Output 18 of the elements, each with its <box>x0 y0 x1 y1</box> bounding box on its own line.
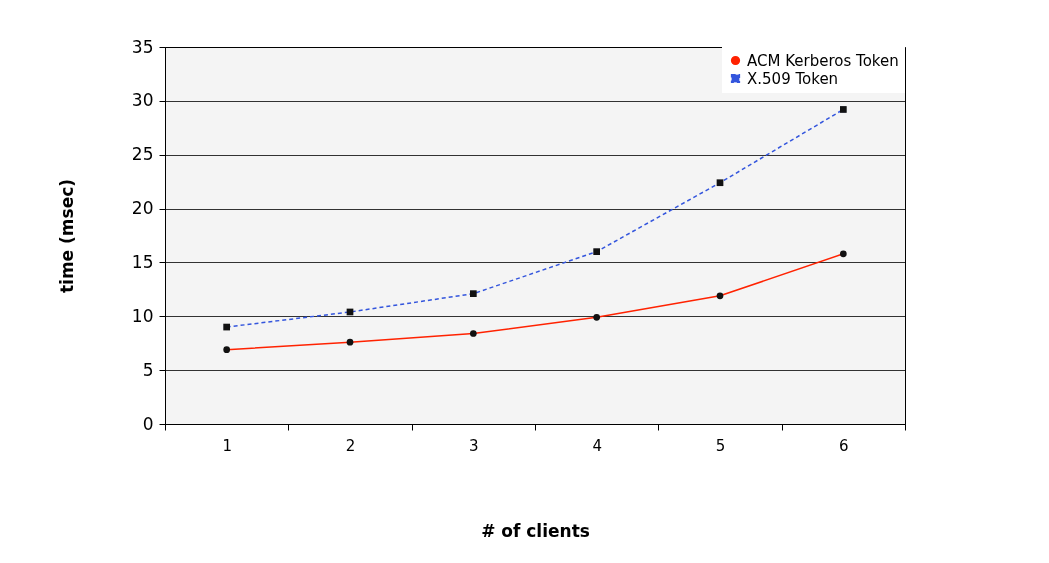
y-tick-label: 5 <box>142 359 154 380</box>
x-tick-label: 5 <box>715 436 726 455</box>
y-tick-label: 15 <box>131 251 154 272</box>
legend-label: ACM Kerberos Token <box>747 51 899 70</box>
y-tick-label: 0 <box>142 413 154 434</box>
x-axis-title: # of clients <box>481 520 590 541</box>
y-axis-title: time (msec) <box>56 178 77 294</box>
legend-label: X.509 Token <box>747 69 839 88</box>
y-tick-label: 10 <box>131 305 154 326</box>
y-tick-label: 30 <box>131 90 154 111</box>
x-tick-label: 4 <box>592 436 602 455</box>
x-tick-label: 2 <box>345 436 356 455</box>
x-tick-label: 1 <box>222 436 232 455</box>
x-tick-label: 3 <box>469 436 479 455</box>
x-tick-label: 6 <box>839 436 849 455</box>
y-tick-label: 20 <box>131 198 154 219</box>
y-tick-label: 35 <box>131 36 154 57</box>
y-tick-label: 25 <box>131 144 154 165</box>
